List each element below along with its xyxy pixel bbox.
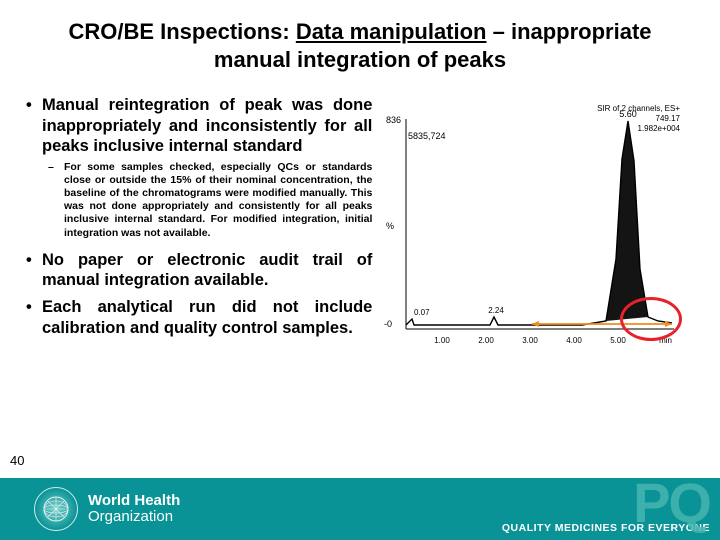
annotation-circle — [620, 297, 682, 341]
bullet-text: Manual reintegration of peak was done in… — [42, 95, 372, 157]
bullet-text: No paper or electronic audit trail of ma… — [42, 250, 372, 291]
bullet-column: • Manual reintegration of peak was done … — [20, 89, 382, 359]
y-mid: % — [386, 221, 394, 231]
who-logo-block: World Health Organization — [34, 487, 180, 531]
y-max: 836 — [386, 115, 401, 125]
bullet-sub: – For some samples checked, especially Q… — [48, 161, 372, 240]
who-line2: Organization — [88, 509, 180, 525]
title-underlined: Data manipulation — [296, 19, 487, 44]
x-tick: 2.00 — [479, 336, 495, 345]
pq-block: PQ QUALITY MEDICINES FOR EVERYONE — [502, 478, 710, 534]
bullet-marker: • — [20, 250, 42, 291]
chart-header-1: SIR of 2 channels, ES+ — [597, 104, 680, 113]
x-tick: 5.00 — [611, 336, 627, 345]
x-tick: 3.00 — [523, 336, 539, 345]
main-peak-fill — [606, 121, 648, 321]
bullet-text: Each analytical run did not include cali… — [42, 297, 372, 338]
footer-bar: World Health Organization PQ QUALITY MED… — [0, 478, 720, 540]
x-tick: 1.00 — [435, 336, 451, 345]
x-tick: 4.00 — [567, 336, 583, 345]
who-line1: World Health — [88, 493, 180, 509]
bullet-main: • Each analytical run did not include ca… — [20, 297, 372, 338]
y-min: -0 — [384, 319, 392, 329]
peak-time-label: 5.60 — [620, 109, 638, 119]
baseline-arrow-head-l — [532, 321, 539, 327]
small-peak-2: 2.24 — [489, 306, 505, 315]
who-emblem-icon — [34, 487, 78, 531]
bullet-main: • No paper or electronic audit trail of … — [20, 250, 372, 291]
chart-header-2: 749.17 — [656, 114, 681, 123]
peak-val-label: 5835,724 — [408, 131, 446, 141]
page-number: 40 — [10, 453, 24, 468]
bullet-marker: • — [20, 95, 42, 157]
pq-big-text: PQ — [502, 478, 710, 528]
chart-header-3: 1.982e+004 — [638, 124, 681, 133]
chromatogram-chart: SIR of 2 channels, ES+ 749.17 1.982e+004… — [382, 99, 682, 359]
bullet-marker: • — [20, 297, 42, 338]
sub-marker: – — [48, 161, 64, 240]
small-peak-1: 0.07 — [414, 308, 430, 317]
slide-title: CRO/BE Inspections: Data manipulation – … — [0, 0, 720, 81]
sub-text: For some samples checked, especially QCs… — [64, 161, 372, 240]
bullet-main: • Manual reintegration of peak was done … — [20, 95, 372, 157]
title-prefix: CRO/BE Inspections: — [68, 19, 295, 44]
